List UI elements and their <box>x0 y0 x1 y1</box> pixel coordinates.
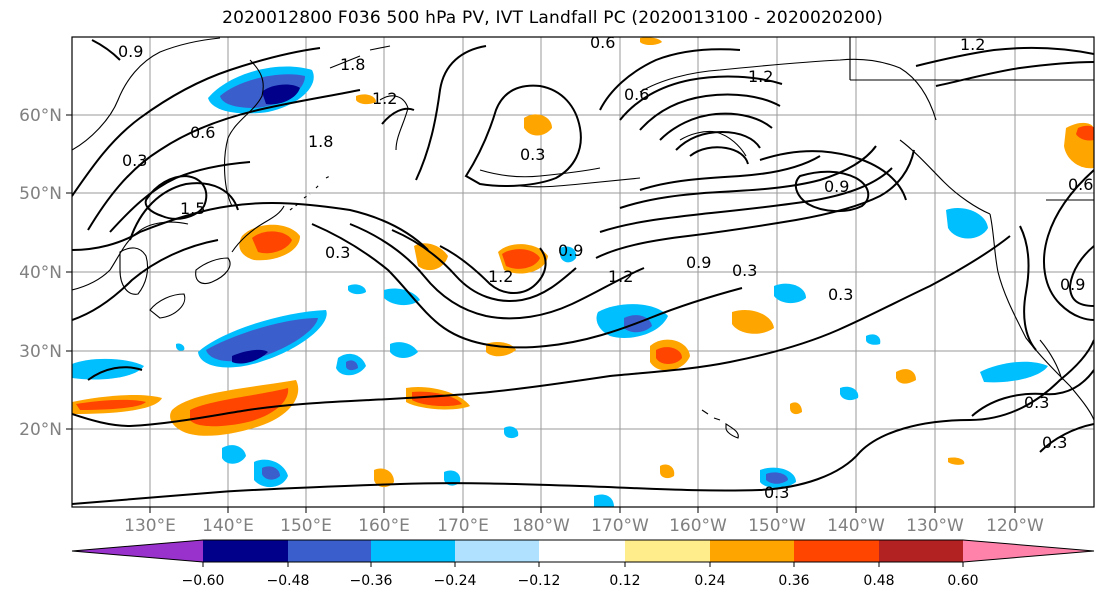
lat-label: 50°N <box>19 184 62 204</box>
colorbar: −0.60 −0.48 −0.36 −0.24 −0.12 0.12 0.24 … <box>71 539 1095 589</box>
lon-label: 170°W <box>591 516 649 536</box>
contour-label: 0.9 <box>686 253 711 272</box>
contour-label: 0.6 <box>1068 175 1093 194</box>
colorbar-cell <box>203 540 288 562</box>
contour-label: 0.9 <box>1060 275 1085 294</box>
contour-label: 0.6 <box>624 85 649 104</box>
colorbar-tick-label: −0.60 <box>182 573 225 589</box>
lat-label: 30°N <box>19 342 62 362</box>
lon-label: 140°W <box>827 516 885 536</box>
colorbar-tick-label: 0.60 <box>947 573 978 589</box>
pv-shading <box>72 37 1094 507</box>
lon-label: 180°W <box>512 516 570 536</box>
contour-labels: 0.9 1.8 1.2 0.6 0.3 1.8 0.6 1.5 0.3 0.3 … <box>118 33 1093 502</box>
colorbar-cells <box>71 539 1095 563</box>
coastlines <box>72 37 1094 439</box>
colorbar-cell <box>963 540 1094 562</box>
graticule <box>72 37 1094 507</box>
contour-label: 0.3 <box>1042 433 1067 452</box>
colorbar-tick-label: −0.48 <box>267 573 310 589</box>
contour-label: 1.2 <box>608 267 633 286</box>
contour-label: 0.6 <box>190 123 215 142</box>
colorbar-tick-label: 0.12 <box>609 573 640 589</box>
colorbar-tick-label: 0.24 <box>694 573 725 589</box>
lat-label: 20°N <box>19 420 62 440</box>
colorbar-cell <box>371 540 455 562</box>
colorbar-cell <box>455 540 539 562</box>
lon-label: 170°E <box>437 516 489 536</box>
colorbar-cell <box>794 540 879 562</box>
contour-label: 1.8 <box>308 132 333 151</box>
contour-label: 0.3 <box>828 285 853 304</box>
colorbar-tick-label: 0.48 <box>863 573 894 589</box>
contour-label: 1.2 <box>748 67 773 86</box>
contour-label: 1.2 <box>488 267 513 286</box>
lon-label: 150°W <box>748 516 806 536</box>
lat-label: 60°N <box>19 106 62 126</box>
contour-lines <box>72 39 1094 505</box>
lon-label: 120°W <box>986 516 1044 536</box>
contour-label: 0.9 <box>558 241 583 260</box>
lon-label: 150°E <box>280 516 332 536</box>
colorbar-ticks <box>202 562 964 567</box>
contour-label: 0.3 <box>122 151 147 170</box>
colorbar-cell <box>879 540 963 562</box>
lon-label: 130°E <box>124 516 176 536</box>
contour-label: 1.8 <box>340 55 365 74</box>
colorbar-cell <box>72 540 203 562</box>
contour-label: 0.3 <box>764 483 789 502</box>
contour-label: 1.2 <box>960 35 985 54</box>
lon-label: 140°E <box>202 516 254 536</box>
lon-label: 160°W <box>669 516 727 536</box>
contour-label: 1.2 <box>372 89 397 108</box>
map-title: 2020012800 F036 500 hPa PV, IVT Landfall… <box>222 8 883 28</box>
colorbar-tick-label: −0.24 <box>434 573 477 589</box>
colorbar-tick-label: −0.36 <box>350 573 393 589</box>
lon-label: 160°E <box>358 516 410 536</box>
lon-axis: 130°E 140°E 150°E 160°E 170°E 180°W 170°… <box>124 507 1044 536</box>
colorbar-tick-label: −0.12 <box>518 573 561 589</box>
contour-label: 0.3 <box>520 145 545 164</box>
colorbar-tick-label: 0.36 <box>778 573 809 589</box>
colorbar-cell <box>539 540 625 562</box>
colorbar-cell <box>288 540 371 562</box>
contour-label: 0.9 <box>824 177 849 196</box>
lat-label: 40°N <box>19 263 62 283</box>
colorbar-cell <box>625 540 710 562</box>
contour-label: 0.3 <box>732 261 757 280</box>
contour-label: 0.6 <box>590 33 615 52</box>
contour-label: 0.3 <box>325 243 350 262</box>
contour-label: 0.9 <box>118 42 143 61</box>
colorbar-cell <box>710 540 794 562</box>
lon-label: 130°W <box>906 516 964 536</box>
contour-label: 0.3 <box>1024 393 1049 412</box>
contour-label: 1.5 <box>180 199 205 218</box>
lat-axis: 60°N 50°N 40°N 30°N 20°N <box>19 106 72 440</box>
